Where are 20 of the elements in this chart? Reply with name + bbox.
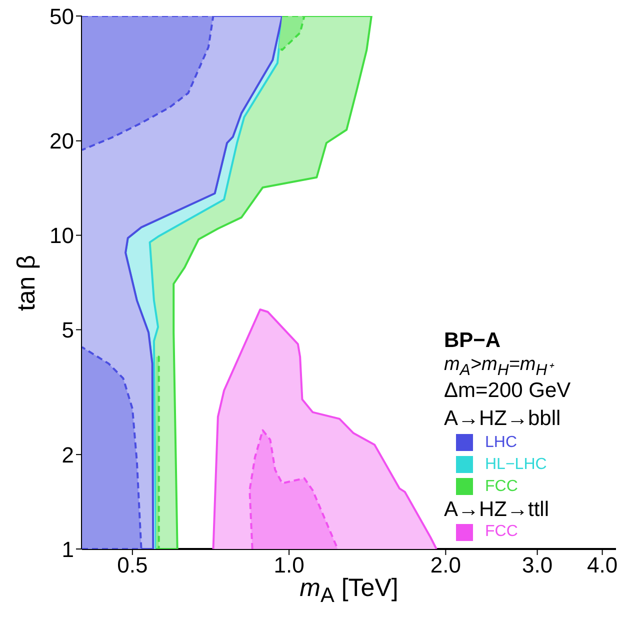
- x-tick-label: 4.0: [587, 552, 618, 578]
- text: LHC: [485, 434, 518, 452]
- annotation: A→HZ→bbll: [444, 406, 562, 430]
- y-tick-label: 5: [62, 318, 74, 343]
- annotation: A→HZ→ttll: [444, 498, 550, 521]
- y-tick-label: 50: [50, 4, 74, 29]
- y-tick-label: 10: [50, 223, 74, 248]
- y-tick-label: 1: [62, 536, 74, 562]
- annotation: BP−A: [444, 329, 502, 353]
- text: FCC: [485, 523, 518, 541]
- annotation: m$_{A}$>m$_{H}$=m$_{H⁺}$: [444, 354, 556, 379]
- x-tick-label: 3.0: [522, 552, 553, 578]
- text: HL−LHC: [485, 456, 547, 474]
- text: FCC: [485, 478, 518, 496]
- annotation: Δm=200 GeV: [444, 378, 572, 402]
- x-tick-label: 0.5: [117, 552, 148, 578]
- y-tick-label: 20: [50, 128, 74, 154]
- x-tick-label: 2.0: [430, 552, 461, 578]
- y-tick-label: 2: [62, 442, 74, 468]
- y-axis-title: tan β: [12, 254, 42, 311]
